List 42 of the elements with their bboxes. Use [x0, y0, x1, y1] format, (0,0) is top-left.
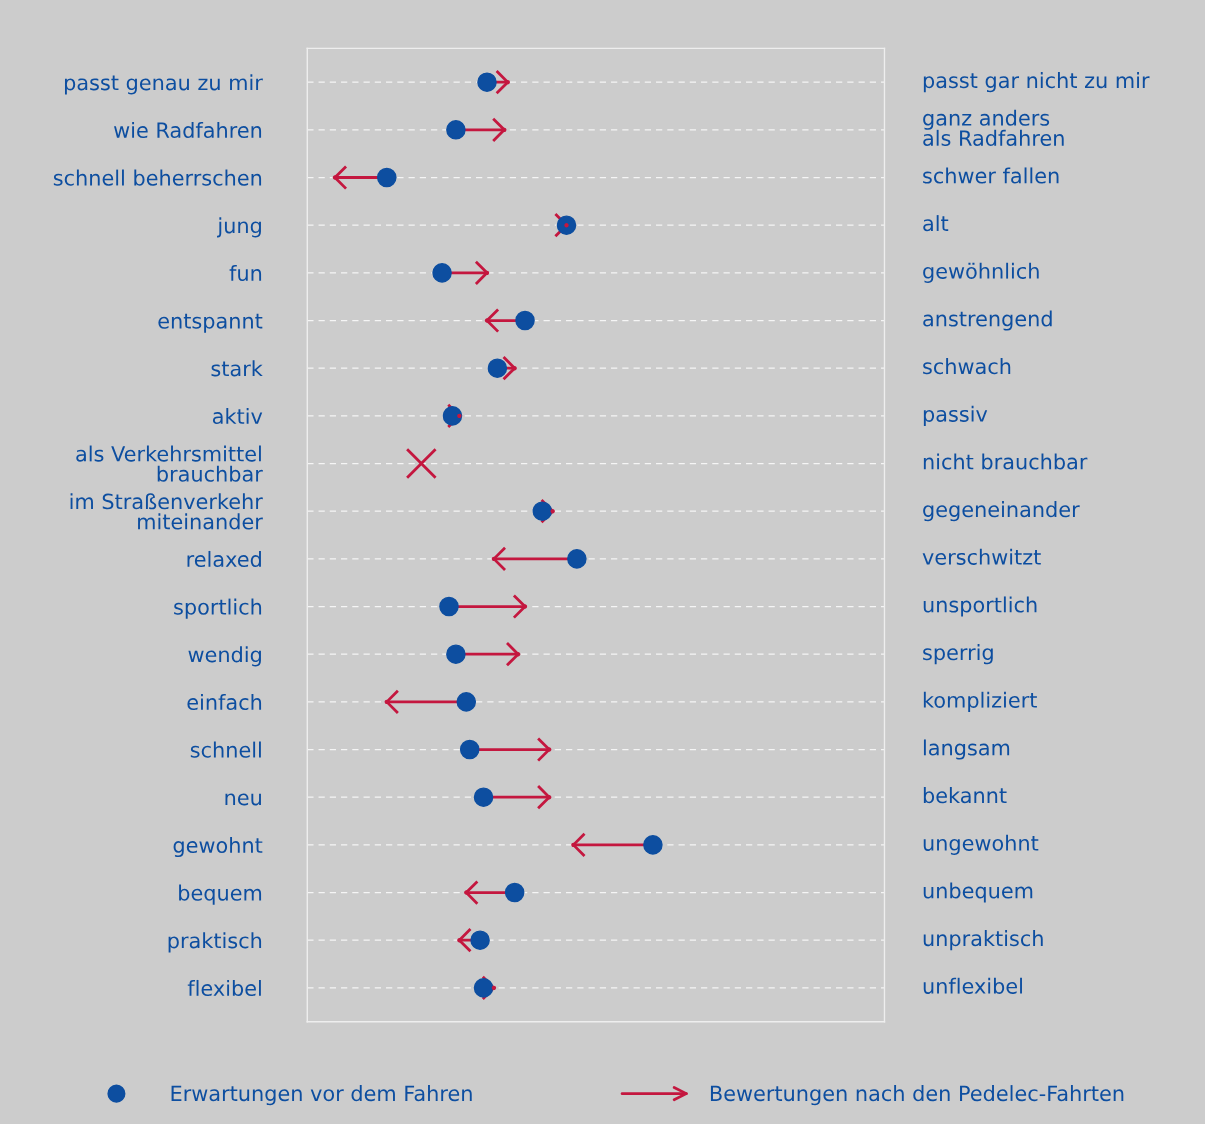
- y-tick-label: flexibel: [187, 979, 261, 997]
- legend-label: Erwartungen vor dem Fahren: [171, 1085, 472, 1106]
- y-tick-label: wie Radfahren: [114, 121, 262, 139]
- text: kompliziert: [923, 691, 1037, 712]
- text: verschwitzt: [922, 548, 1041, 565]
- y-tick-label: passt genau zu mir: [64, 74, 263, 95]
- text: alt: [923, 215, 949, 232]
- legend-label: Bewertungen nach den Pedelec-Fahrten: [710, 1085, 1124, 1106]
- y-tick-label: fun: [229, 264, 262, 282]
- text: schwer fallen: [923, 167, 1059, 184]
- y-tick-label: relaxed: [187, 550, 261, 568]
- text: sperrig: [923, 644, 993, 665]
- y-tick-label: bequem: [179, 884, 262, 905]
- y-tick-label: sportlich: [174, 598, 262, 619]
- text: passt gar nicht zu mir: [923, 72, 1150, 93]
- y-tick-label: wendig: [188, 646, 261, 667]
- text: anstrengend: [923, 310, 1052, 331]
- y-tick-label: praktisch: [168, 932, 262, 953]
- text: langsam: [923, 739, 1010, 760]
- y-tick-label: aktiv: [212, 407, 263, 425]
- y-tick-label: gewohnt: [173, 836, 263, 858]
- y-tick-label: als Verkehrsmittel brauchbar: [76, 445, 263, 482]
- y-tick-label: stark: [211, 360, 263, 377]
- y-tick-label: einfach: [187, 693, 262, 711]
- text: gewöhnlich: [923, 262, 1039, 283]
- text: unbequem: [923, 882, 1033, 903]
- text: unflexibel: [923, 977, 1022, 994]
- y-tick-label: schnell: [190, 741, 261, 758]
- y-tick-label: entspannt: [158, 313, 263, 333]
- y-tick-label: im Straßenverkehr miteinander: [70, 493, 263, 530]
- text: ungewohnt: [923, 834, 1039, 855]
- text: bekannt: [923, 787, 1007, 804]
- text: passiv: [923, 405, 988, 426]
- y-tick-label: neu: [225, 793, 261, 806]
- text: gegeneinander: [923, 501, 1080, 522]
- text: schwach: [923, 358, 1011, 375]
- y-tick-label: jung: [217, 217, 261, 238]
- text: nicht brauchbar: [923, 453, 1088, 470]
- text: ganz anders als Radfahren: [923, 109, 1064, 146]
- text: unpraktisch: [923, 930, 1043, 951]
- text: unsportlich: [923, 596, 1037, 617]
- y-tick-label: schnell beherrschen: [53, 169, 262, 186]
